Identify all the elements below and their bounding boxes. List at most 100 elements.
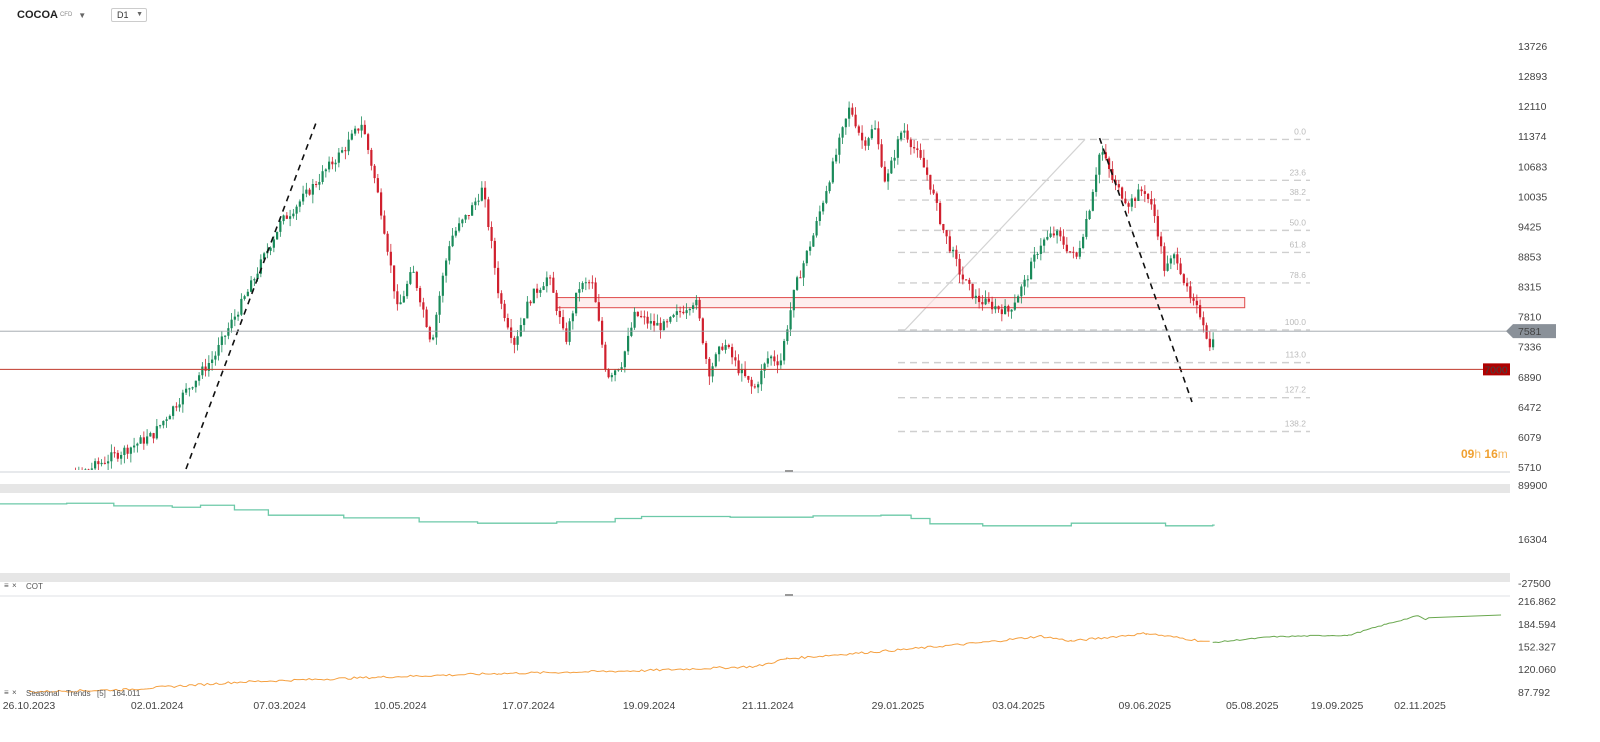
seasonal-past-line [28, 632, 1210, 694]
candle-body [825, 191, 828, 203]
candle-body [893, 157, 896, 161]
candle-body [1176, 254, 1179, 264]
candle-body [1179, 263, 1182, 275]
candle-body [805, 250, 808, 264]
candle-body [220, 336, 223, 345]
candle-body [571, 313, 574, 322]
candle-body [350, 133, 353, 140]
fib-level-label: 0.0 [1294, 126, 1306, 136]
price-tick-label: 7336 [1518, 342, 1542, 354]
price-axis[interactable]: 13726 12893 12110 11374 10683 10035 9425 8853 83… [1483, 41, 1556, 474]
date-axis[interactable]: 26.10.2023 02.01.2024 07.03.2024 10.05.2024… [3, 700, 1446, 712]
candle-body [1098, 154, 1101, 175]
candle-body [474, 201, 477, 206]
candle-body [467, 214, 470, 216]
candle-body [584, 282, 587, 284]
candle-body [558, 310, 561, 318]
candle-body [120, 454, 123, 459]
candle-body [471, 205, 474, 216]
candle-body [581, 283, 584, 290]
chevron-down-icon: ▼ [78, 10, 87, 20]
candle-body [149, 433, 152, 437]
candle-body [194, 380, 197, 388]
candle-body [991, 301, 994, 310]
level-lines[interactable] [0, 330, 1510, 370]
candle-body [406, 283, 409, 297]
candle-body [146, 436, 149, 444]
candle-body [675, 311, 678, 315]
candle-body [672, 314, 675, 317]
candle-body [737, 360, 740, 374]
candle-body [480, 187, 483, 201]
candle-body [1150, 199, 1153, 205]
candle-body [763, 363, 766, 371]
candle-body [987, 298, 990, 302]
candle-body [201, 366, 204, 376]
candle-body [90, 468, 93, 470]
candle-body [276, 231, 279, 240]
candle-body [867, 138, 870, 146]
candle-body [1000, 309, 1003, 315]
candle-body [1023, 279, 1026, 287]
candle-body [422, 302, 425, 310]
candle-countdown: 09h 16m [1461, 447, 1508, 461]
candle-body [94, 461, 97, 469]
candle-body [1030, 261, 1033, 280]
price-tick-label: 9425 [1518, 221, 1542, 233]
candle-body [542, 286, 545, 290]
candle-body [874, 128, 877, 130]
candle-body [438, 295, 441, 315]
price-tick-label: 6079 [1518, 432, 1542, 444]
level-tag [1483, 363, 1510, 376]
candle-body [354, 128, 357, 134]
candle-body [321, 171, 324, 182]
candle-body [139, 437, 142, 444]
candle-body [373, 165, 376, 179]
candle-body [129, 447, 132, 454]
fib-level-label: 138.2 [1285, 418, 1307, 428]
candle-body [961, 274, 964, 280]
candle-body [191, 387, 194, 389]
symbol-selector[interactable]: COCOA CFD ▼ [17, 9, 86, 21]
candle-body [750, 379, 753, 387]
timeframe-selector[interactable]: D1 ▼ [111, 8, 147, 22]
date-tick-label: 19.09.2025 [1311, 700, 1364, 712]
candle-body [1192, 298, 1195, 301]
last-price-label: 7581 [1518, 326, 1542, 338]
candle-body [461, 219, 464, 224]
candle-body [347, 139, 350, 152]
candle-body [1124, 198, 1127, 204]
candle-body [308, 189, 311, 195]
candle-body [922, 157, 925, 168]
fibonacci-retracement[interactable]: 0.0 23.6 38.2 50.0 61.8 78.6 100.0 113.0 127.2 13… [898, 126, 1310, 433]
candle-body [1199, 305, 1202, 318]
candle-body [529, 301, 532, 304]
candle-body [263, 253, 266, 260]
candle-body [636, 311, 639, 317]
candle-body [1127, 203, 1130, 207]
candle-body [103, 462, 106, 464]
candle-body [399, 302, 402, 305]
candle-body [1186, 283, 1189, 287]
candle-body [175, 406, 178, 408]
candle-body [942, 224, 945, 231]
candle-body [464, 214, 467, 220]
candle-body [302, 193, 305, 202]
candle-body [591, 282, 594, 284]
candle-body [978, 295, 981, 303]
candle-body [662, 321, 665, 331]
level-tag-label: 7000 [1484, 364, 1508, 376]
candle-body [435, 314, 438, 338]
seasonal-legend-param: [5] [97, 689, 106, 698]
seasonal-indicator-pane: 216.862 184.594 152.327 120.060 87.792 ≡ × Seas… [4, 596, 1556, 699]
resistance-zone[interactable] [556, 297, 1246, 309]
candle-body [1169, 258, 1172, 264]
candle-body [1104, 152, 1107, 159]
candle-body [198, 375, 201, 381]
pane-resize-handle [785, 470, 793, 472]
trendlines[interactable] [185, 122, 1193, 470]
candle-body [116, 452, 119, 459]
candle-body [510, 327, 513, 338]
candle-body [178, 404, 181, 408]
